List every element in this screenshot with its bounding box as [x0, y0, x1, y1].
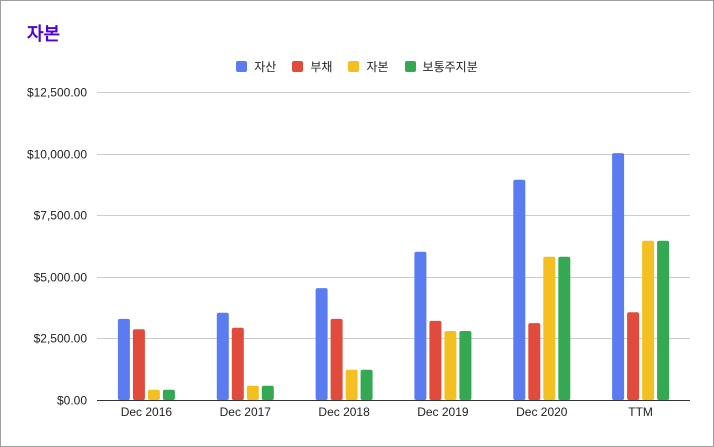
bar-equity-0[interactable]	[147, 389, 160, 400]
x-tick-label: Dec 2016	[121, 405, 173, 419]
bar-common-equity-1[interactable]	[261, 385, 274, 400]
legend-item-assets[interactable]: 자산	[236, 58, 276, 75]
bar-equity-1[interactable]	[246, 385, 259, 400]
bar-assets-2[interactable]	[315, 288, 328, 400]
legend-label-assets: 자산	[254, 59, 277, 74]
y-tick-label: $0.00	[57, 394, 87, 408]
x-tick-label: Dec 2017	[220, 405, 272, 419]
bar-common-equity-3[interactable]	[459, 331, 472, 400]
bar-assets-3[interactable]	[414, 251, 427, 400]
legend: 자산 부채 자본 보통주지분	[0, 58, 714, 74]
legend-label-common-equity: 보통주지분	[422, 59, 478, 74]
bar-common-equity-4[interactable]	[558, 256, 571, 400]
y-tick-label: $5,000.00	[34, 271, 88, 285]
bar-assets-1[interactable]	[216, 312, 229, 400]
legend-swatch-liabilities	[292, 60, 304, 72]
x-tick-label: Dec 2018	[318, 405, 370, 419]
bar-equity-2[interactable]	[345, 369, 358, 400]
x-tick-label: Dec 2020	[516, 405, 568, 419]
legend-item-liabilities[interactable]: 부채	[292, 58, 332, 75]
bars	[117, 153, 670, 400]
bar-equity-3[interactable]	[444, 331, 457, 400]
legend-label-equity: 자본	[366, 59, 389, 74]
bar-equity-5[interactable]	[642, 240, 655, 400]
bar-equity-4[interactable]	[543, 256, 556, 400]
bar-assets-4[interactable]	[513, 179, 526, 400]
bar-assets-0[interactable]	[117, 318, 130, 400]
legend-swatch-common-equity	[404, 60, 416, 72]
bar-liabilities-2[interactable]	[330, 318, 343, 400]
bar-liabilities-4[interactable]	[528, 323, 541, 400]
legend-item-common-equity[interactable]: 보통주지분	[404, 58, 478, 75]
legend-swatch-assets	[236, 60, 248, 72]
y-tick-label: $2,500.00	[34, 332, 88, 346]
bar-common-equity-5[interactable]	[657, 240, 670, 400]
y-tick-label: $7,500.00	[34, 209, 88, 223]
bar-liabilities-0[interactable]	[132, 329, 145, 400]
bar-liabilities-3[interactable]	[429, 320, 442, 400]
chart-title: 자본	[27, 24, 61, 45]
bar-liabilities-5[interactable]	[627, 312, 640, 400]
y-tick-label: $12,500.00	[27, 86, 87, 100]
legend-item-equity[interactable]: 자본	[348, 58, 389, 75]
bar-common-equity-2[interactable]	[360, 369, 373, 400]
y-axis-ticks: $0.00 $2,500.00 $5,000.00 $7,500.00 $10,000.…	[27, 86, 87, 408]
bar-common-equity-0[interactable]	[162, 389, 175, 400]
legend-swatch-equity	[348, 60, 360, 72]
x-tick-label: TTM	[628, 405, 653, 419]
x-axis-ticks: Dec 2016 Dec 2017 Dec 2018 Dec 2019 Dec 2020…	[121, 405, 653, 419]
x-tick-label: Dec 2019	[417, 405, 469, 419]
bar-assets-5[interactable]	[612, 153, 625, 400]
gridlines	[97, 92, 690, 401]
legend-label-liabilities: 부채	[310, 59, 333, 74]
bar-liabilities-1[interactable]	[231, 327, 244, 400]
y-tick-label: $10,000.00	[27, 148, 87, 162]
